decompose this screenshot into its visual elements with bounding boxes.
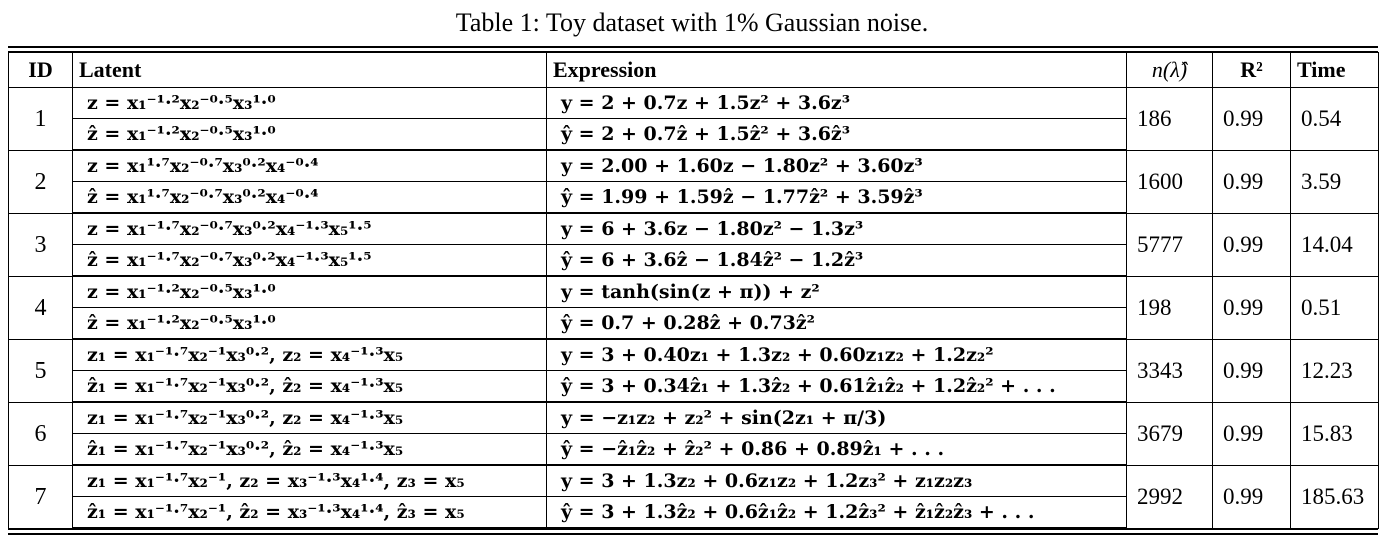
latent-estimate: ẑ = x₁¹·⁷x₂⁻⁰·⁷x₃⁰·²x₄⁻⁰·⁴ — [72, 181, 547, 214]
table-row-estimate: ẑ₁ = x₁⁻¹·⁷x₂⁻¹x₃⁰·², ẑ₂ = x₄⁻¹·³x₅ ŷ = −… — [9, 433, 1379, 466]
row-id: 1 — [8, 87, 73, 151]
table-row: 5 z₁ = x₁⁻¹·⁷x₂⁻¹x₃⁰·², z₂ = x₄⁻¹·³x₅ y = … — [8, 338, 1379, 403]
table-row-estimate: ẑ₁ = x₁⁻¹·⁷x₂⁻¹, ẑ₂ = x₃⁻¹·³x₄¹·⁴, ẑ₃ = … — [9, 496, 1379, 529]
header-n-lambda: n(λ̂) — [1126, 52, 1213, 88]
expression-estimate: ŷ = 1.99 + 1.59ẑ − 1.77ẑ² + 3.59ẑ³ — [546, 181, 1127, 214]
n-lambda-value: 198 — [1126, 275, 1213, 340]
expression-true: y = −z₁z₂ + z₂² + sin(2z₁ + π/3) — [546, 401, 1127, 434]
time-value: 0.54 — [1290, 87, 1379, 151]
n-lambda-value: 2992 — [1126, 464, 1213, 529]
latent-true: z₁ = x₁⁻¹·⁷x₂⁻¹, z₂ = x₃⁻¹·³x₄¹·⁴, z₃ = … — [72, 464, 547, 497]
latent-estimate: ẑ = x₁⁻¹·²x₂⁻⁰·⁵x₃¹·⁰ — [72, 118, 547, 151]
expression-estimate: ŷ = 3 + 1.3ẑ₂ + 0.6ẑ₁ẑ₂ + 1.2ẑ₃² + ẑ₁ẑ₂ẑ… — [546, 496, 1127, 529]
expression-true: y = tanh(sin(z + π)) + z² — [546, 275, 1127, 308]
latent-estimate: ẑ₁ = x₁⁻¹·⁷x₂⁻¹x₃⁰·², ẑ₂ = x₄⁻¹·³x₅ — [72, 433, 547, 466]
table-row-estimate: ẑ₁ = x₁⁻¹·⁷x₂⁻¹x₃⁰·², ẑ₂ = x₄⁻¹·³x₅ ŷ = 3… — [9, 370, 1379, 403]
table-row-estimate: ẑ = x₁⁻¹·²x₂⁻⁰·⁵x₃¹·⁰ ŷ = 0.7 + 0.28ẑ + 0… — [9, 307, 1379, 340]
row-id: 4 — [8, 275, 73, 340]
table-top-rule — [8, 46, 1378, 52]
expression-estimate: ŷ = 6 + 3.6ẑ − 1.84ẑ² − 1.2ẑ³ — [546, 244, 1127, 277]
header-r2: R² — [1212, 52, 1291, 88]
expression-true: y = 3 + 1.3z₂ + 0.6z₁z₂ + 1.2z₃² + z₁z₂z… — [546, 464, 1127, 497]
time-value: 185.63 — [1290, 464, 1379, 529]
latent-true: z = x₁⁻¹·⁷x₂⁻⁰·⁷x₃⁰·²x₄⁻¹·³x₅¹·⁵ — [72, 212, 547, 245]
expression-estimate: ŷ = 2 + 0.7ẑ + 1.5ẑ² + 3.6ẑ³ — [546, 118, 1127, 151]
r2-value: 0.99 — [1212, 464, 1291, 529]
latent-estimate: ẑ₁ = x₁⁻¹·⁷x₂⁻¹x₃⁰·², ẑ₂ = x₄⁻¹·³x₅ — [72, 370, 547, 403]
row-id: 7 — [8, 464, 73, 529]
r2-value: 0.99 — [1212, 149, 1291, 214]
n-lambda-value: 3679 — [1126, 401, 1213, 466]
expression-estimate: ŷ = 3 + 0.34ẑ₁ + 1.3ẑ₂ + 0.61ẑ₁ẑ₂ + 1.2ẑ… — [546, 370, 1127, 403]
header-expression: Expression — [546, 52, 1127, 88]
time-value: 12.23 — [1290, 338, 1379, 403]
latent-true: z₁ = x₁⁻¹·⁷x₂⁻¹x₃⁰·², z₂ = x₄⁻¹·³x₅ — [72, 401, 547, 434]
table-caption: Table 1: Toy dataset with 1% Gaussian no… — [455, 8, 929, 37]
header-row: ID Latent Expression n(λ̂) R² Time — [8, 52, 1379, 88]
latent-true: z = x₁⁻¹·²x₂⁻⁰·⁵x₃¹·⁰ — [72, 87, 547, 119]
latent-true: z = x₁⁻¹·²x₂⁻⁰·⁵x₃¹·⁰ — [72, 275, 547, 308]
table-row-estimate: ẑ = x₁⁻¹·⁷x₂⁻⁰·⁷x₃⁰·²x₄⁻¹·³x₅¹·⁵ ŷ = 6 + … — [9, 244, 1379, 277]
expression-true: y = 6 + 3.6z − 1.80z² − 1.3z³ — [546, 212, 1127, 245]
table-row-estimate: ẑ = x₁¹·⁷x₂⁻⁰·⁷x₃⁰·²x₄⁻⁰·⁴ ŷ = 1.99 + 1.5… — [9, 181, 1379, 214]
header-time: Time — [1290, 52, 1379, 88]
r2-value: 0.99 — [1212, 212, 1291, 277]
time-value: 3.59 — [1290, 149, 1379, 214]
header-id: ID — [8, 52, 73, 88]
latent-estimate: ẑ = x₁⁻¹·²x₂⁻⁰·⁵x₃¹·⁰ — [72, 307, 547, 340]
header-latent: Latent — [72, 52, 547, 88]
expression-estimate: ŷ = 0.7 + 0.28ẑ + 0.73ẑ² — [546, 307, 1127, 340]
table-bottom-rule — [8, 529, 1378, 535]
row-id: 5 — [8, 338, 73, 403]
n-lambda-value: 186 — [1126, 87, 1213, 151]
r2-value: 0.99 — [1212, 338, 1291, 403]
table-row: 7 z₁ = x₁⁻¹·⁷x₂⁻¹, z₂ = x₃⁻¹·³x₄¹·⁴, z₃ =… — [8, 464, 1379, 529]
time-value: 15.83 — [1290, 401, 1379, 466]
latent-true: z = x₁¹·⁷x₂⁻⁰·⁷x₃⁰·²x₄⁻⁰·⁴ — [72, 149, 547, 182]
latent-true: z₁ = x₁⁻¹·⁷x₂⁻¹x₃⁰·², z₂ = x₄⁻¹·³x₅ — [72, 338, 547, 371]
table-row-estimate: ẑ = x₁⁻¹·²x₂⁻⁰·⁵x₃¹·⁰ ŷ = 2 + 0.7ẑ + 1.5ẑ… — [9, 118, 1379, 151]
latent-estimate: ẑ = x₁⁻¹·⁷x₂⁻⁰·⁷x₃⁰·²x₄⁻¹·³x₅¹·⁵ — [72, 244, 547, 277]
latent-estimate: ẑ₁ = x₁⁻¹·⁷x₂⁻¹, ẑ₂ = x₃⁻¹·³x₄¹·⁴, ẑ₃ = … — [72, 496, 547, 529]
expression-estimate: ŷ = −ẑ₁ẑ₂ + ẑ₂² + 0.86 + 0.89ẑ₁ + . . . — [546, 433, 1127, 466]
n-lambda-value: 1600 — [1126, 149, 1213, 214]
time-value: 14.04 — [1290, 212, 1379, 277]
row-id: 3 — [8, 212, 73, 277]
r2-value: 0.99 — [1212, 275, 1291, 340]
time-value: 0.51 — [1290, 275, 1379, 340]
table-row: 6 z₁ = x₁⁻¹·⁷x₂⁻¹x₃⁰·², z₂ = x₄⁻¹·³x₅ y = … — [8, 401, 1379, 466]
n-lambda-value: 5777 — [1126, 212, 1213, 277]
r2-value: 0.99 — [1212, 401, 1291, 466]
expression-true: y = 2 + 0.7z + 1.5z² + 3.6z³ — [546, 87, 1127, 119]
row-id: 6 — [8, 401, 73, 466]
r2-value: 0.99 — [1212, 87, 1291, 151]
expression-true: y = 3 + 0.40z₁ + 1.3z₂ + 0.60z₁z₂ + 1.2z… — [546, 338, 1127, 371]
n-lambda-value: 3343 — [1126, 338, 1213, 403]
row-id: 2 — [8, 149, 73, 214]
expression-true: y = 2.00 + 1.60z − 1.80z² + 3.60z³ — [546, 149, 1127, 182]
